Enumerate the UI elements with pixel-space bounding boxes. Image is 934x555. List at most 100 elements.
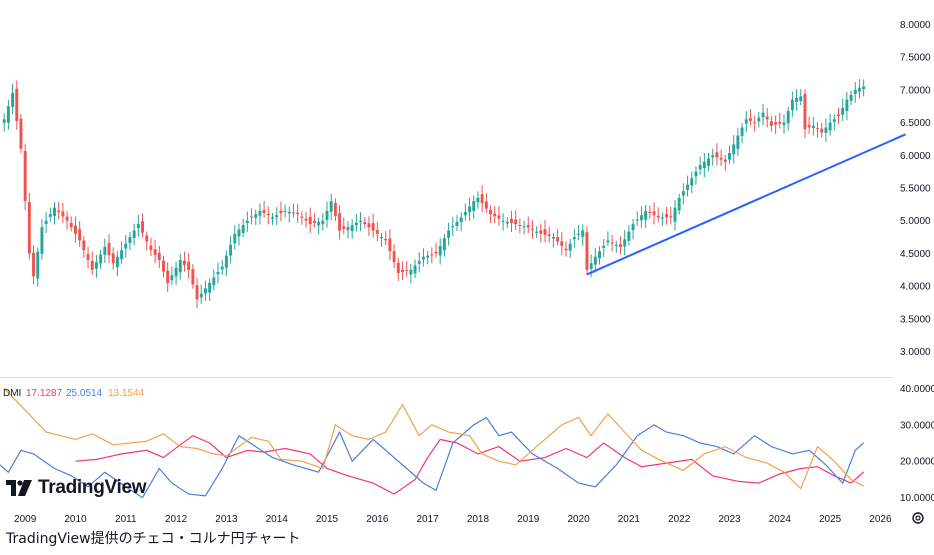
candle-body: [589, 263, 593, 269]
time-axis-tick-label: 2009: [14, 514, 37, 525]
candle: [656, 207, 660, 223]
candle-body: [623, 239, 627, 247]
dmi-line-adx: [3, 387, 864, 490]
time-axis-tick-label: 2020: [567, 514, 590, 525]
candle: [719, 149, 723, 166]
candle-body: [430, 254, 434, 256]
candle-body: [292, 212, 295, 214]
time-axis-tick-label: 2019: [517, 514, 540, 525]
candle-body: [434, 251, 438, 254]
candle: [635, 211, 639, 226]
candle: [19, 114, 23, 154]
candle: [40, 219, 44, 260]
candle-body: [686, 184, 690, 190]
candle: [170, 266, 174, 285]
candle-body: [568, 243, 572, 251]
candle: [65, 211, 69, 230]
candle: [128, 231, 132, 251]
candle-body: [115, 256, 119, 268]
candle-body: [786, 111, 790, 124]
candle-body: [57, 210, 61, 212]
candle: [748, 109, 752, 126]
candle-body: [535, 231, 539, 233]
candle: [312, 212, 316, 228]
candle: [388, 229, 392, 261]
time-axis-tick-label: 2023: [718, 514, 741, 525]
candle-body: [761, 112, 765, 118]
candle-body: [199, 293, 203, 298]
candle-body: [262, 209, 266, 214]
candle-body: [329, 201, 333, 212]
candle: [300, 211, 304, 225]
candle: [765, 107, 769, 128]
candle-body: [694, 171, 698, 177]
candle: [744, 111, 748, 133]
candle-body: [99, 254, 103, 264]
tradingview-logo[interactable]: TradingView: [6, 477, 147, 499]
candle-body: [635, 219, 639, 221]
candle: [686, 175, 690, 197]
candle-body: [484, 201, 488, 209]
candle-body: [698, 165, 702, 170]
candle: [849, 90, 853, 105]
candle-body: [648, 211, 652, 214]
price-axis-tick-label: 4.5000: [900, 249, 931, 260]
candle: [816, 121, 820, 138]
tradingview-logo-icon: [6, 480, 32, 496]
candle: [577, 224, 581, 241]
candle: [27, 192, 31, 260]
candle-body: [803, 93, 807, 130]
candle: [430, 247, 434, 264]
candle: [166, 262, 170, 293]
candle-body: [757, 117, 761, 122]
candle: [308, 207, 312, 233]
candle-body: [530, 228, 534, 230]
dmi-pane[interactable]: [0, 387, 865, 499]
candle: [115, 250, 119, 277]
candle: [556, 229, 560, 246]
candle-body: [53, 207, 56, 216]
candle-body: [120, 250, 124, 260]
candle-body: [736, 135, 740, 149]
price-axis[interactable]: 8.0000 7.5000 7.0000 6.5000 6.0000 5.5000 5.00…: [900, 20, 931, 358]
candle: [572, 228, 576, 248]
time-axis[interactable]: 2009 2010 2011 2012 2013 2014 2015 2016 2017 2018…: [14, 514, 892, 525]
dmi-axis[interactable]: 40.0000 30.0000 20.0000 10.0000: [900, 384, 934, 504]
candle: [547, 226, 551, 243]
candle-body: [493, 213, 497, 217]
candle-body: [380, 237, 383, 239]
candle-body: [539, 230, 543, 234]
candle-body: [325, 210, 329, 220]
candle: [371, 213, 375, 238]
candle-body: [652, 211, 656, 216]
candle-body: [128, 237, 132, 244]
candle-body: [111, 253, 115, 264]
candle-body: [73, 225, 77, 234]
candle-body: [702, 161, 706, 169]
candle-body: [426, 255, 430, 258]
candle-body: [308, 216, 312, 224]
candle: [94, 254, 98, 278]
candle: [690, 171, 694, 194]
dmi-line-plus-di: [75, 435, 865, 495]
candle: [124, 235, 128, 258]
candle: [216, 262, 220, 284]
candle: [824, 118, 828, 142]
candle-body: [78, 229, 82, 241]
candle-body: [266, 213, 270, 216]
candle: [111, 247, 115, 270]
candle: [438, 238, 442, 265]
candle: [631, 218, 635, 240]
candle-body: [388, 238, 392, 252]
candle: [90, 251, 94, 276]
gear-icon[interactable]: [911, 511, 925, 525]
candle: [459, 212, 463, 232]
candle-body: [2, 119, 6, 123]
candle-body: [132, 230, 136, 238]
price-pane[interactable]: [2, 79, 906, 309]
candle-body: [417, 261, 421, 264]
candle-body: [715, 152, 719, 158]
candle: [681, 183, 685, 205]
